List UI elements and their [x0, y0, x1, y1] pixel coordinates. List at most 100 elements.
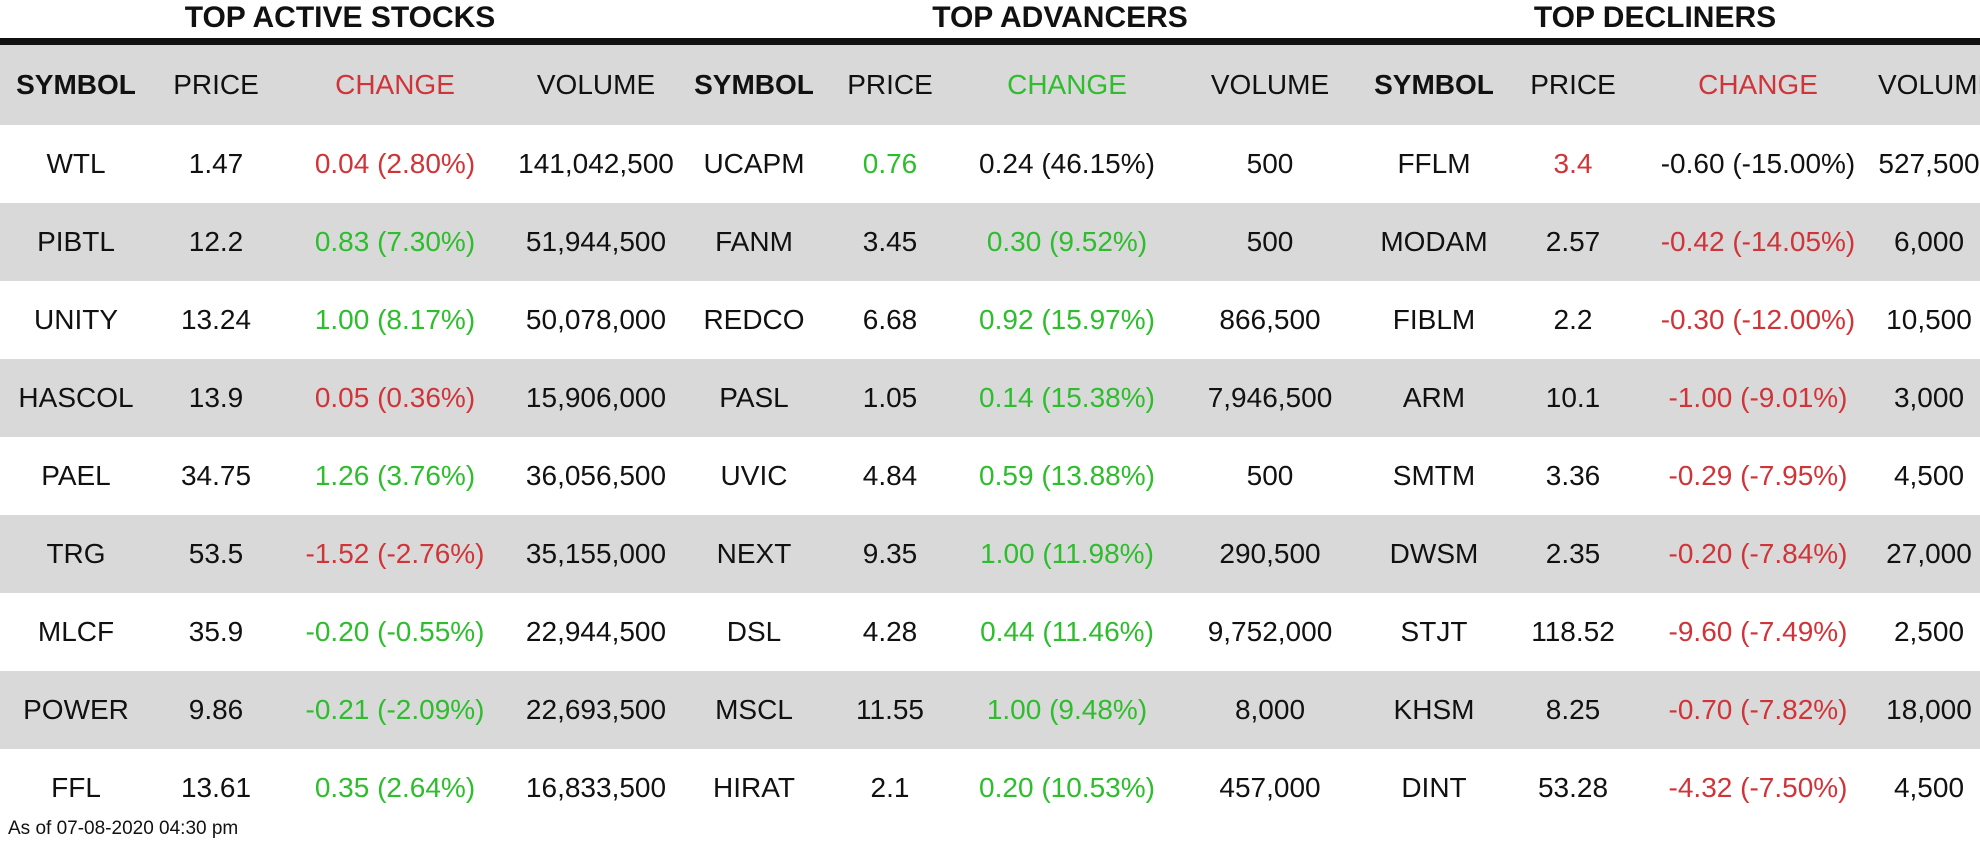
active-change: 0.04 (2.80%): [314, 148, 476, 179]
advancer-change: 0.14 (15.38%): [979, 382, 1155, 413]
active-volume: 22,944,500: [525, 616, 667, 647]
decliner-price: 53.28: [1537, 772, 1609, 803]
decliner-symbol: KHSM: [1393, 694, 1475, 725]
active-change: 0.83 (7.30%): [314, 226, 476, 257]
active-symbol: PIBTL: [37, 226, 115, 257]
decliner-change: -0.60 (-15.00%): [1660, 148, 1856, 179]
decliner-symbol: STJT: [1400, 616, 1468, 647]
table-row: WTL 1.47 0.04 (2.80%) 141,042,500 UCAPM …: [0, 125, 1980, 203]
title-rule: [0, 38, 1980, 45]
advancer-price: 11.55: [856, 694, 924, 725]
decliner-symbol: FFLM: [1397, 148, 1471, 179]
advancer-volume: 866,500: [1219, 304, 1321, 335]
advancer-volume: 457,000: [1219, 772, 1321, 803]
advancer-price: 6.68: [862, 304, 918, 335]
decliner-price: 3.36: [1545, 460, 1601, 491]
header-row: SYMBOL PRICE CHANGE VOLUME SYMBOL PRICE …: [0, 45, 1980, 125]
table-row: MLCF 35.9 -0.20 (-0.55%) 22,944,500 DSL …: [0, 593, 1980, 671]
advancers-change-header: CHANGE: [1007, 69, 1127, 100]
decliner-symbol: ARM: [1402, 382, 1466, 413]
active-symbol: MLCF: [37, 616, 115, 647]
advancer-symbol: FANM: [715, 226, 793, 257]
advancer-change: 0.59 (13.88%): [979, 460, 1155, 491]
decliner-volume: 18,000: [1886, 694, 1972, 725]
active-symbol: HASCOL: [18, 382, 134, 413]
advancers-title: TOP ADVANCERS: [932, 1, 1188, 34]
decliner-price: 10.1: [1545, 382, 1601, 413]
decliner-change: -4.32 (-7.50%): [1668, 772, 1848, 803]
active-volume: 15,906,000: [525, 382, 667, 413]
market-table: SYMBOL PRICE CHANGE VOLUME SYMBOL PRICE …: [0, 45, 1980, 827]
advancer-price: 9.35: [862, 538, 918, 569]
advancer-symbol: NEXT: [716, 538, 792, 569]
decliners-symbol-header: SYMBOL: [1374, 69, 1494, 100]
advancer-change: 0.20 (10.53%): [979, 772, 1155, 803]
advancer-change: 0.92 (15.97%): [979, 304, 1155, 335]
decliner-volume: 4,500: [1893, 460, 1965, 491]
active-change: -1.52 (-2.76%): [305, 538, 485, 569]
advancer-symbol: REDCO: [703, 304, 805, 335]
decliner-change: -1.00 (-9.01%): [1668, 382, 1848, 413]
advancer-change: 1.00 (9.48%): [986, 694, 1148, 725]
table-row: HASCOL 13.9 0.05 (0.36%) 15,906,000 PASL…: [0, 359, 1980, 437]
advancer-change: 0.24 (46.15%): [979, 148, 1155, 179]
advancer-price: 1.05: [862, 382, 918, 413]
active-change: 0.35 (2.64%): [314, 772, 476, 803]
decliner-volume: 2,500: [1893, 616, 1965, 647]
decliner-volume: 27,000: [1886, 538, 1972, 569]
advancer-price: 4.28: [862, 616, 918, 647]
decliners-title: TOP DECLINERS: [1533, 1, 1777, 34]
active-price: 12.2: [188, 226, 244, 257]
decliner-volume: 3,000: [1893, 382, 1965, 413]
decliners-volume-header: VOLUME: [1878, 69, 1980, 100]
table-row: UNITY 13.24 1.00 (8.17%) 50,078,000 REDC…: [0, 281, 1980, 359]
active-price-header: PRICE: [173, 69, 259, 100]
advancer-symbol: PASL: [719, 382, 789, 413]
advancer-price: 0.76: [862, 148, 918, 179]
active-volume: 50,078,000: [525, 304, 667, 335]
active-change: -0.21 (-2.09%): [305, 694, 485, 725]
decliners-change-header: CHANGE: [1698, 69, 1818, 100]
table-row: TRG 53.5 -1.52 (-2.76%) 35,155,000 NEXT …: [0, 515, 1980, 593]
decliner-volume: 527,500: [1878, 148, 1980, 179]
decliner-volume: 6,000: [1893, 226, 1965, 257]
advancers-price-header: PRICE: [847, 69, 933, 100]
advancer-volume: 500: [1246, 226, 1294, 257]
decliners-price-header: PRICE: [1530, 69, 1616, 100]
active-price: 35.9: [188, 616, 244, 647]
advancers-symbol-header: SYMBOL: [694, 69, 814, 100]
active-volume: 36,056,500: [525, 460, 667, 491]
advancer-volume: 7,946,500: [1207, 382, 1333, 413]
active-symbol: TRG: [46, 538, 106, 569]
decliner-price: 2.35: [1545, 538, 1601, 569]
advancer-symbol: UCAPM: [703, 148, 805, 179]
active-price: 13.61: [180, 772, 252, 803]
decliner-symbol: DINT: [1401, 772, 1467, 803]
as-of-timestamp: As of 07-08-2020 04:30 pm: [8, 818, 239, 839]
active-symbol: POWER: [23, 694, 129, 725]
advancer-price: 3.45: [862, 226, 918, 257]
active-volume: 22,693,500: [525, 694, 667, 725]
advancer-symbol: DSL: [726, 616, 782, 647]
decliner-symbol: FIBLM: [1392, 304, 1476, 335]
advancer-change: 0.30 (9.52%): [986, 226, 1148, 257]
advancer-change: 1.00 (11.98%): [980, 538, 1154, 569]
advancer-volume: 500: [1246, 460, 1294, 491]
active-symbol: PAEL: [41, 460, 111, 491]
active-symbol-header: SYMBOL: [16, 69, 136, 100]
active-volume: 35,155,000: [525, 538, 667, 569]
advancer-volume: 500: [1246, 148, 1294, 179]
active-price: 9.86: [188, 694, 244, 725]
advancers-volume-header: VOLUME: [1210, 69, 1330, 100]
advancer-price: 2.1: [870, 772, 910, 803]
decliner-change: -0.70 (-7.82%): [1668, 694, 1848, 725]
advancer-volume: 9,752,000: [1207, 616, 1333, 647]
decliner-change: -0.20 (-7.84%): [1668, 538, 1848, 569]
active-change: 1.26 (3.76%): [314, 460, 476, 491]
active-price: 13.9: [188, 382, 244, 413]
advancer-symbol: MSCL: [715, 694, 793, 725]
decliner-change: -0.29 (-7.95%): [1668, 460, 1848, 491]
active-stocks-title: TOP ACTIVE STOCKS: [184, 1, 496, 34]
active-symbol: UNITY: [34, 304, 118, 335]
active-change: -0.20 (-0.55%): [305, 616, 485, 647]
